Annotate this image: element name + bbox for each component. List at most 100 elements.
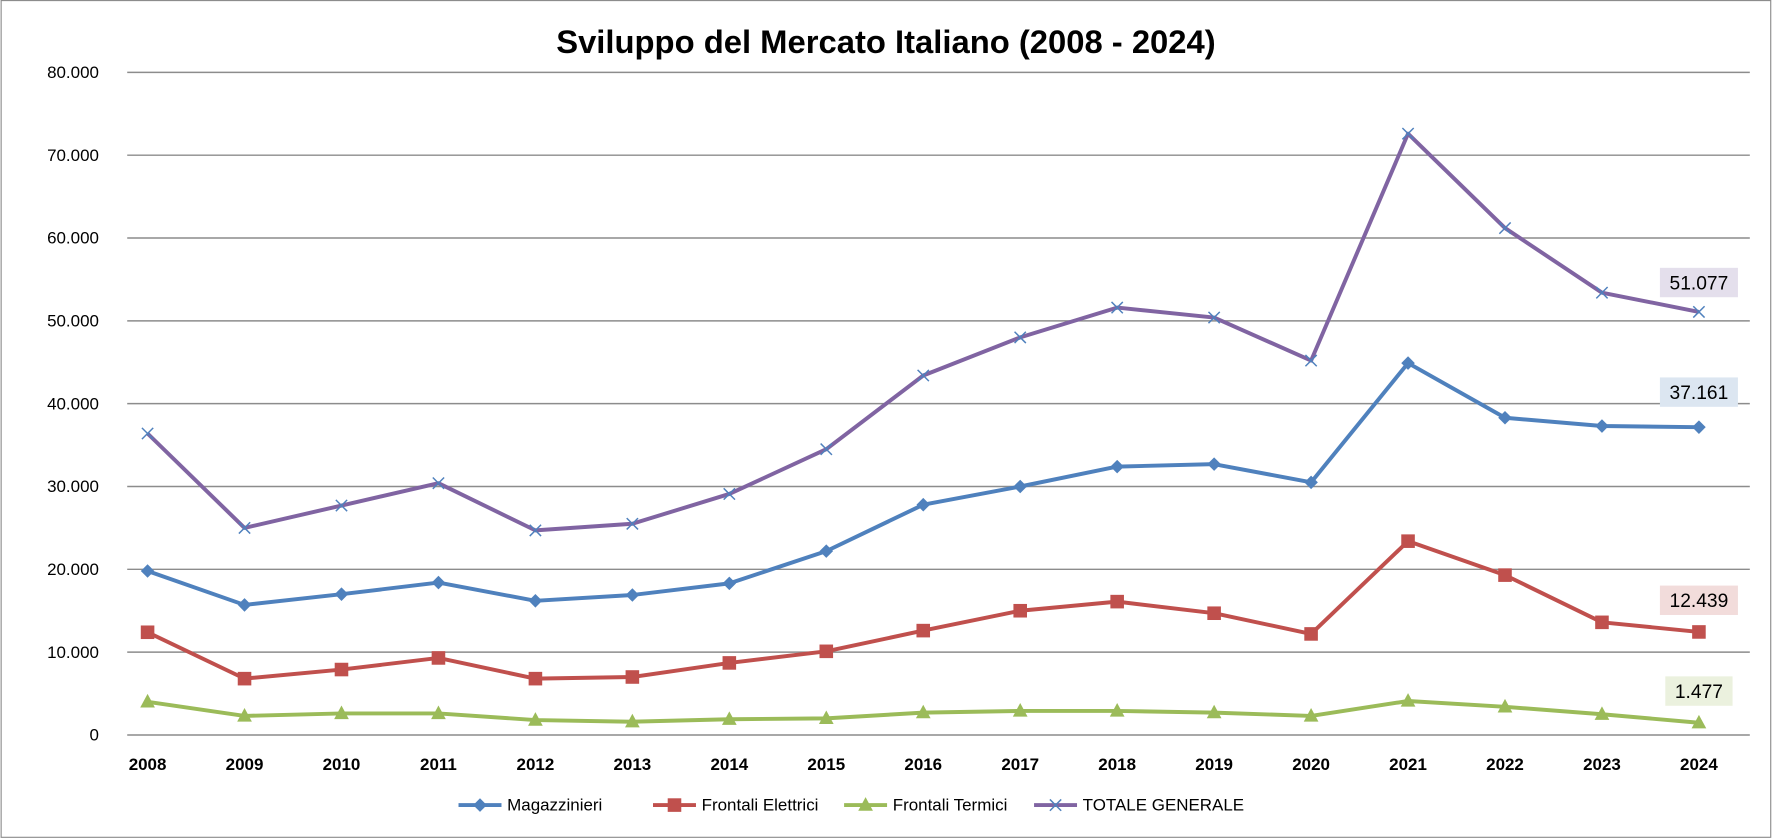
data-label-background [1659, 377, 1738, 407]
triangle-marker [431, 705, 446, 720]
data-label-background [1659, 585, 1738, 615]
triangle-marker [625, 713, 640, 728]
series-frontali-termici [140, 693, 1707, 729]
chart-title: Sviluppo del Mercato Italiano (2008 - 20… [556, 23, 1215, 60]
diamond-marker [1401, 356, 1415, 370]
legend-item: Frontali Elettrici [653, 796, 818, 815]
legend-item: TOTALE GENERALE [1034, 796, 1244, 815]
x-marker-stroke [626, 517, 639, 530]
x-tick-label: 2024 [1680, 755, 1718, 774]
x-tick-label: 2020 [1292, 755, 1330, 774]
diamond-marker [528, 594, 543, 608]
square-marker [1498, 568, 1512, 582]
data-label: 12.439 [1670, 591, 1729, 612]
square-marker [819, 644, 834, 659]
x-marker [141, 427, 154, 440]
y-tick-label: 0 [90, 726, 99, 745]
y-tick-label: 60.000 [47, 229, 99, 248]
square-marker [1401, 534, 1415, 548]
x-tick-label: 2009 [226, 755, 264, 774]
triangle-marker [858, 797, 873, 811]
x-marker-stroke [1110, 301, 1124, 314]
x-marker [1692, 305, 1706, 319]
triangle-marker [818, 710, 834, 725]
x-marker-stroke [917, 369, 930, 382]
x-axis-ticks: 2008 2009 2010 2011 2012 2013 2014 2015 2016 2017… [129, 755, 1719, 774]
square-marker [140, 625, 155, 640]
data-label: 1.477 [1675, 682, 1723, 703]
x-marker [1110, 301, 1124, 314]
triangle-marker [1691, 714, 1707, 729]
square-marker [722, 656, 737, 670]
x-tick-label: 2014 [710, 755, 748, 774]
square-marker [334, 662, 349, 677]
diamond-marker [431, 575, 446, 590]
data-label-background [1659, 267, 1738, 298]
x-marker-stroke [1692, 305, 1706, 319]
x-marker [626, 517, 639, 530]
y-tick-label: 50.000 [47, 311, 99, 330]
square-marker [916, 623, 931, 638]
triangle-marker [1206, 704, 1222, 719]
diamond-marker [1110, 459, 1124, 474]
x-marker-stroke [432, 477, 445, 490]
x-marker-stroke [1498, 221, 1512, 235]
triangle-marker [528, 712, 543, 726]
diamond-marker [1595, 419, 1609, 433]
x-marker [1014, 331, 1027, 344]
diamond-marker [1692, 420, 1706, 434]
square-marker [528, 671, 543, 686]
x-marker-stroke [1304, 354, 1318, 367]
x-marker-stroke [1401, 127, 1415, 140]
diamond-marker [334, 587, 349, 601]
data-label: 51.077 [1670, 273, 1729, 294]
x-tick-label: 2023 [1583, 755, 1621, 774]
y-tick-label: 10.000 [47, 643, 99, 662]
x-marker [335, 499, 348, 512]
diamond-marker [237, 598, 252, 612]
x-marker-stroke [723, 487, 736, 501]
square-marker [1595, 615, 1609, 630]
diamond-marker [1207, 457, 1221, 471]
series-frontali-elettrici [140, 534, 1706, 686]
x-marker-stroke [1207, 311, 1221, 324]
square-marker [1304, 627, 1318, 641]
x-marker-stroke [1595, 286, 1609, 299]
legend-item: Magazzinieri [458, 796, 602, 815]
x-tick-label: 2011 [420, 755, 457, 774]
x-marker [529, 524, 542, 537]
square-marker [1110, 594, 1124, 609]
y-tick-label: 30.000 [47, 477, 99, 496]
data-labels: 37.161 12.439 1.477 51.077 [1659, 267, 1738, 706]
legend-label: Magazzinieri [507, 796, 602, 815]
data-label: 37.161 [1670, 383, 1729, 404]
x-marker [238, 521, 251, 535]
y-tick-label: 70.000 [47, 146, 99, 165]
triangle-marker [1012, 703, 1028, 717]
x-tick-label: 2017 [1001, 755, 1039, 774]
x-marker [1401, 127, 1415, 140]
x-tick-label: 2015 [807, 755, 845, 774]
x-marker-stroke [1014, 331, 1027, 344]
square-marker [431, 651, 446, 665]
y-tick-label: 80.000 [47, 63, 99, 82]
data-label-background [1665, 676, 1733, 706]
diamond-marker [473, 798, 487, 812]
x-marker [917, 369, 930, 382]
x-tick-label: 2016 [904, 755, 942, 774]
x-tick-label: 2022 [1486, 755, 1524, 774]
x-marker [723, 487, 736, 501]
x-tick-label: 2008 [129, 755, 167, 774]
y-tick-label: 20.000 [47, 560, 99, 579]
x-marker [1207, 311, 1221, 324]
x-marker [1595, 286, 1609, 299]
y-axis-ticks: 0 10.000 20.000 30.000 40.000 50.000 60.000 70.… [47, 63, 99, 745]
triangle-marker [140, 693, 155, 708]
y-tick-label: 40.000 [47, 394, 99, 413]
diamond-marker [140, 564, 155, 578]
x-marker [1304, 354, 1318, 367]
series-magazzinieri [140, 356, 1706, 612]
legend-item: Frontali Termici [844, 796, 1007, 815]
